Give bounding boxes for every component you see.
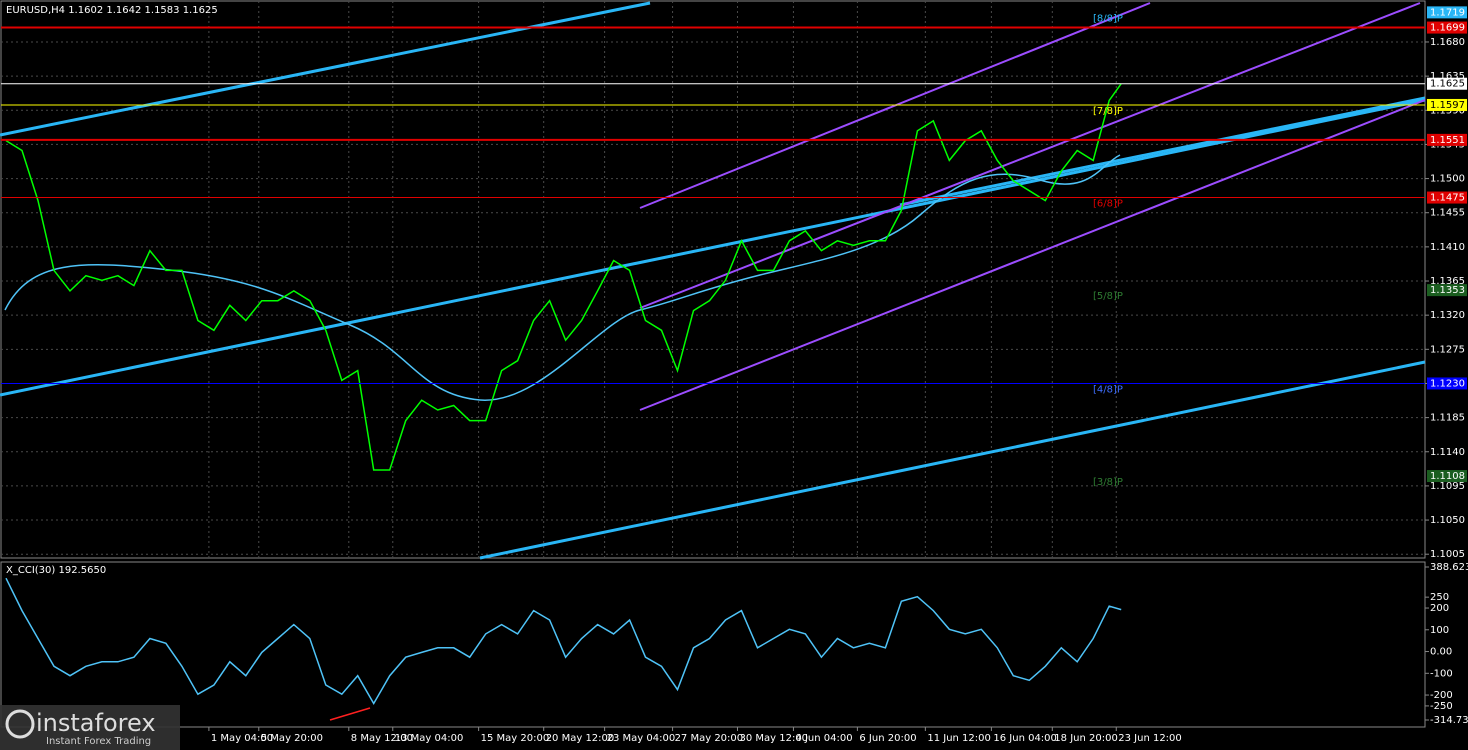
x-tick-label: 23 Jun 12:00 — [1118, 733, 1182, 744]
level-tag-bg — [1427, 377, 1467, 390]
y-tick-label: 1.1095 — [1430, 481, 1465, 492]
x-tick-label: 8 May 12:00 — [351, 733, 413, 744]
y-tick-label: 0.00 — [1430, 647, 1452, 658]
y-tick-label: 1.1680 — [1430, 37, 1465, 48]
y-tick-label: 1.1455 — [1430, 208, 1465, 219]
watermark-box — [0, 705, 180, 750]
divergence-line — [329, 707, 371, 721]
x-tick-label: 13 May 04:00 — [395, 733, 464, 744]
level-tag-bg — [1427, 98, 1467, 111]
y-tick-label: 1.1275 — [1430, 344, 1465, 355]
cci-frame — [0, 561, 1426, 728]
channel-line — [639, 2, 1421, 309]
level-label: 1.1625 — [1430, 79, 1465, 90]
series-line — [5, 577, 1122, 706]
trend-line — [0, 1, 651, 137]
level-label: 1.1230 — [1430, 378, 1465, 389]
y-tick-label: 1.1320 — [1430, 310, 1465, 321]
x-tick-label: 4 Jun 04:00 — [795, 733, 852, 744]
y-tick-label: 1.1185 — [1430, 413, 1465, 424]
series-line — [5, 83, 1122, 471]
murray-label: [3/8]P — [1093, 477, 1123, 488]
y-tick-label: -250 — [1430, 701, 1453, 712]
level-tag-bg — [1427, 6, 1467, 19]
channel-line — [639, 2, 1151, 209]
chart-title: EURUSD,H4 1.1602 1.1642 1.1583 1.1625 — [6, 5, 218, 16]
x-tick-label: 27 May 20:00 — [675, 733, 744, 744]
cci-title: X_CCI(30) 192.5650 — [6, 565, 106, 576]
y-tick-label: -100 — [1430, 668, 1453, 679]
y-tick-label: 200 — [1430, 603, 1449, 614]
murray-label: [7/8]P — [1093, 106, 1123, 117]
trend-line — [899, 96, 1426, 207]
watermark-brand: instaforex — [36, 709, 156, 737]
level-label: 1.1108 — [1430, 471, 1465, 482]
x-tick-label: 20 May 12:00 — [546, 733, 615, 744]
y-tick-label: -200 — [1430, 690, 1453, 701]
y-tick-label: 1.1140 — [1430, 447, 1465, 458]
y-tick-label: 1.1365 — [1430, 276, 1465, 287]
x-tick-label: 23 May 04:00 — [607, 733, 676, 744]
y-tick-label: 1.1050 — [1430, 515, 1465, 526]
y-tick-label: 388.6237 — [1430, 562, 1468, 573]
x-tick-label: 5 May 20:00 — [261, 733, 323, 744]
y-tick-label: 1.1500 — [1430, 174, 1465, 185]
murray-label: [8/8]P — [1093, 13, 1123, 24]
x-tick-label: 16 Jun 04:00 — [993, 733, 1057, 744]
trend-line — [0, 98, 1426, 397]
level-label: 1.1475 — [1430, 193, 1465, 204]
level-tag-bg — [1427, 21, 1467, 34]
y-tick-label: 1.1635 — [1430, 71, 1465, 82]
trend-line — [479, 360, 1426, 560]
x-tick-label: 1 May 04:00 — [211, 733, 273, 744]
y-tick-label: 100 — [1430, 625, 1449, 636]
y-tick-label: -314.734 — [1430, 715, 1468, 726]
level-tag-bg — [1427, 77, 1467, 90]
channel-line — [639, 99, 1426, 411]
y-tick-label: 250 — [1430, 592, 1449, 603]
moving-average — [4, 154, 1121, 401]
level-label: 1.1699 — [1430, 23, 1465, 34]
x-tick-label: 30 May 12:00 — [739, 733, 808, 744]
murray-label: [5/8]P — [1093, 291, 1123, 302]
level-label: 1.1353 — [1430, 285, 1465, 296]
level-label: 1.1719 — [1430, 7, 1465, 18]
x-tick-label: 11 Jun 12:00 — [927, 733, 991, 744]
y-tick-label: 1.1005 — [1430, 549, 1465, 560]
price-frame — [0, 0, 1426, 559]
x-tick-label: 18 Jun 20:00 — [1054, 733, 1118, 744]
y-tick-label: 1.1410 — [1430, 242, 1465, 253]
trend-lines — [0, 1, 1426, 721]
level-tag-bg — [1427, 284, 1467, 297]
x-tick-label: 15 May 20:00 — [481, 733, 550, 744]
murray-label: [6/8]P — [1093, 199, 1123, 210]
level-tag-bg — [1427, 133, 1467, 146]
watermark-logo — [5, 709, 35, 739]
level-label: 1.1597 — [1430, 100, 1465, 111]
level-tag-bg — [1427, 191, 1467, 204]
watermark-slogan: Instant Forex Trading — [46, 736, 151, 747]
x-tick-label: 6 Jun 20:00 — [859, 733, 916, 744]
level-tag-bg — [1427, 470, 1467, 483]
level-label: 1.1551 — [1430, 135, 1465, 146]
murray-label: [4/8]P — [1093, 384, 1123, 395]
